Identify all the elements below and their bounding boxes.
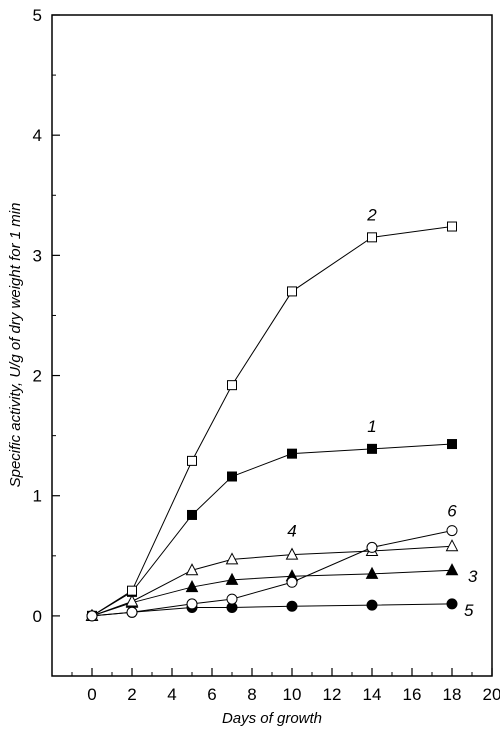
data-point-2	[447, 221, 457, 232]
y-tick-label: 4	[33, 126, 42, 145]
data-point-6	[286, 576, 298, 588]
x-tick-label: 6	[207, 685, 216, 704]
data-point-3	[445, 563, 459, 576]
data-point-4	[185, 563, 199, 576]
data-point-2	[187, 455, 197, 466]
data-point-1	[287, 448, 297, 459]
data-point-6	[186, 598, 198, 610]
data-point-6	[446, 525, 458, 537]
series-line-1	[91, 443, 453, 617]
data-point-2	[367, 232, 377, 243]
x-axis-title: Days of growth	[222, 710, 322, 727]
data-point-3	[365, 566, 379, 579]
x-tick-label: 0	[87, 685, 96, 704]
x-tick-label: 14	[363, 685, 382, 704]
data-point-4	[225, 552, 239, 565]
data-point-3	[225, 572, 239, 585]
series-labels: 1 2 3 4 5 6	[287, 205, 478, 620]
y-tick-label: 0	[33, 607, 42, 626]
data-point-2	[287, 286, 297, 297]
series-label-6: 6	[447, 502, 457, 521]
data-point-5	[366, 599, 378, 611]
y-tick-label: 1	[33, 487, 42, 506]
data-point-6	[86, 610, 98, 622]
x-tick-label: 8	[247, 685, 256, 704]
data-point-4	[125, 594, 139, 607]
series-label-1: 1	[367, 417, 376, 436]
y-axis-title: Specific activity, U/g of dry weight for…	[7, 203, 24, 488]
data-point-1	[447, 439, 457, 450]
y-tick-label: 2	[33, 367, 42, 386]
x-tick-label: 4	[167, 685, 176, 704]
data-point-1	[227, 471, 237, 482]
data-point-6	[366, 541, 378, 553]
x-tick-label: 12	[323, 685, 342, 704]
series-label-3: 3	[468, 567, 478, 586]
series-label-2: 2	[366, 205, 377, 224]
y-tick-label: 5	[33, 6, 42, 25]
plot-frame	[51, 14, 493, 677]
series-lines	[91, 226, 453, 617]
x-tick-label: 2	[127, 685, 136, 704]
data-point-1	[187, 509, 197, 520]
x-tick-label: 16	[403, 685, 422, 704]
y-tick-label: 3	[33, 246, 42, 265]
data-point-5	[286, 600, 298, 612]
x-tick-label: 10	[283, 685, 302, 704]
x-tick-label: 20	[483, 685, 500, 704]
data-point-1	[367, 443, 377, 454]
data-point-4	[445, 539, 459, 552]
data-point-2	[227, 380, 237, 391]
x-tick-label: 18	[443, 685, 462, 704]
data-point-4	[285, 547, 299, 560]
data-point-3	[185, 579, 199, 593]
series-line-2	[91, 226, 453, 617]
data-point-6	[226, 593, 238, 605]
data-point-6	[126, 606, 138, 618]
series-markers	[85, 221, 459, 622]
data-point-2	[127, 585, 137, 596]
series-label-5: 5	[464, 601, 474, 620]
data-point-5	[446, 598, 458, 610]
series-label-4: 4	[287, 522, 296, 541]
series-line-4	[91, 545, 453, 617]
series-line-3	[91, 569, 453, 617]
